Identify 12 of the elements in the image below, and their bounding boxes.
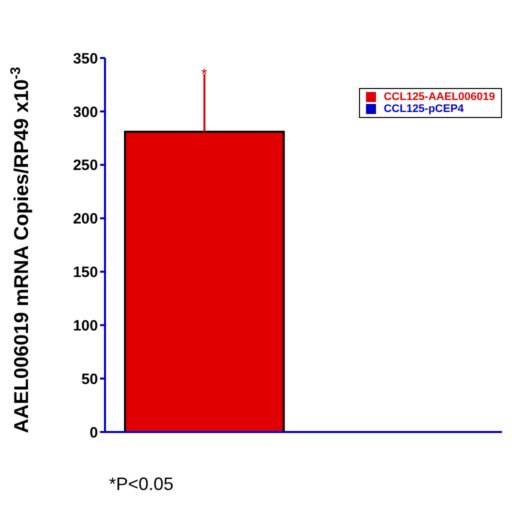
y-tick-label: 300	[72, 104, 98, 121]
y-tick-label: 0	[90, 424, 98, 442]
y-tick-label: 200	[72, 210, 98, 228]
legend-label: CCL125-AAEL006019	[384, 91, 495, 103]
y-tick-label: 150	[72, 264, 98, 282]
text: *P<0.05	[109, 474, 174, 494]
y-tick-label: 250	[72, 157, 98, 174]
y-tick-label: 350	[72, 50, 98, 68]
annotation: *	[201, 66, 208, 84]
y-tick-label: 50	[81, 370, 98, 388]
y-tick-label: 100	[72, 317, 98, 334]
legend-label: CCL125-pCEP4	[384, 103, 464, 115]
